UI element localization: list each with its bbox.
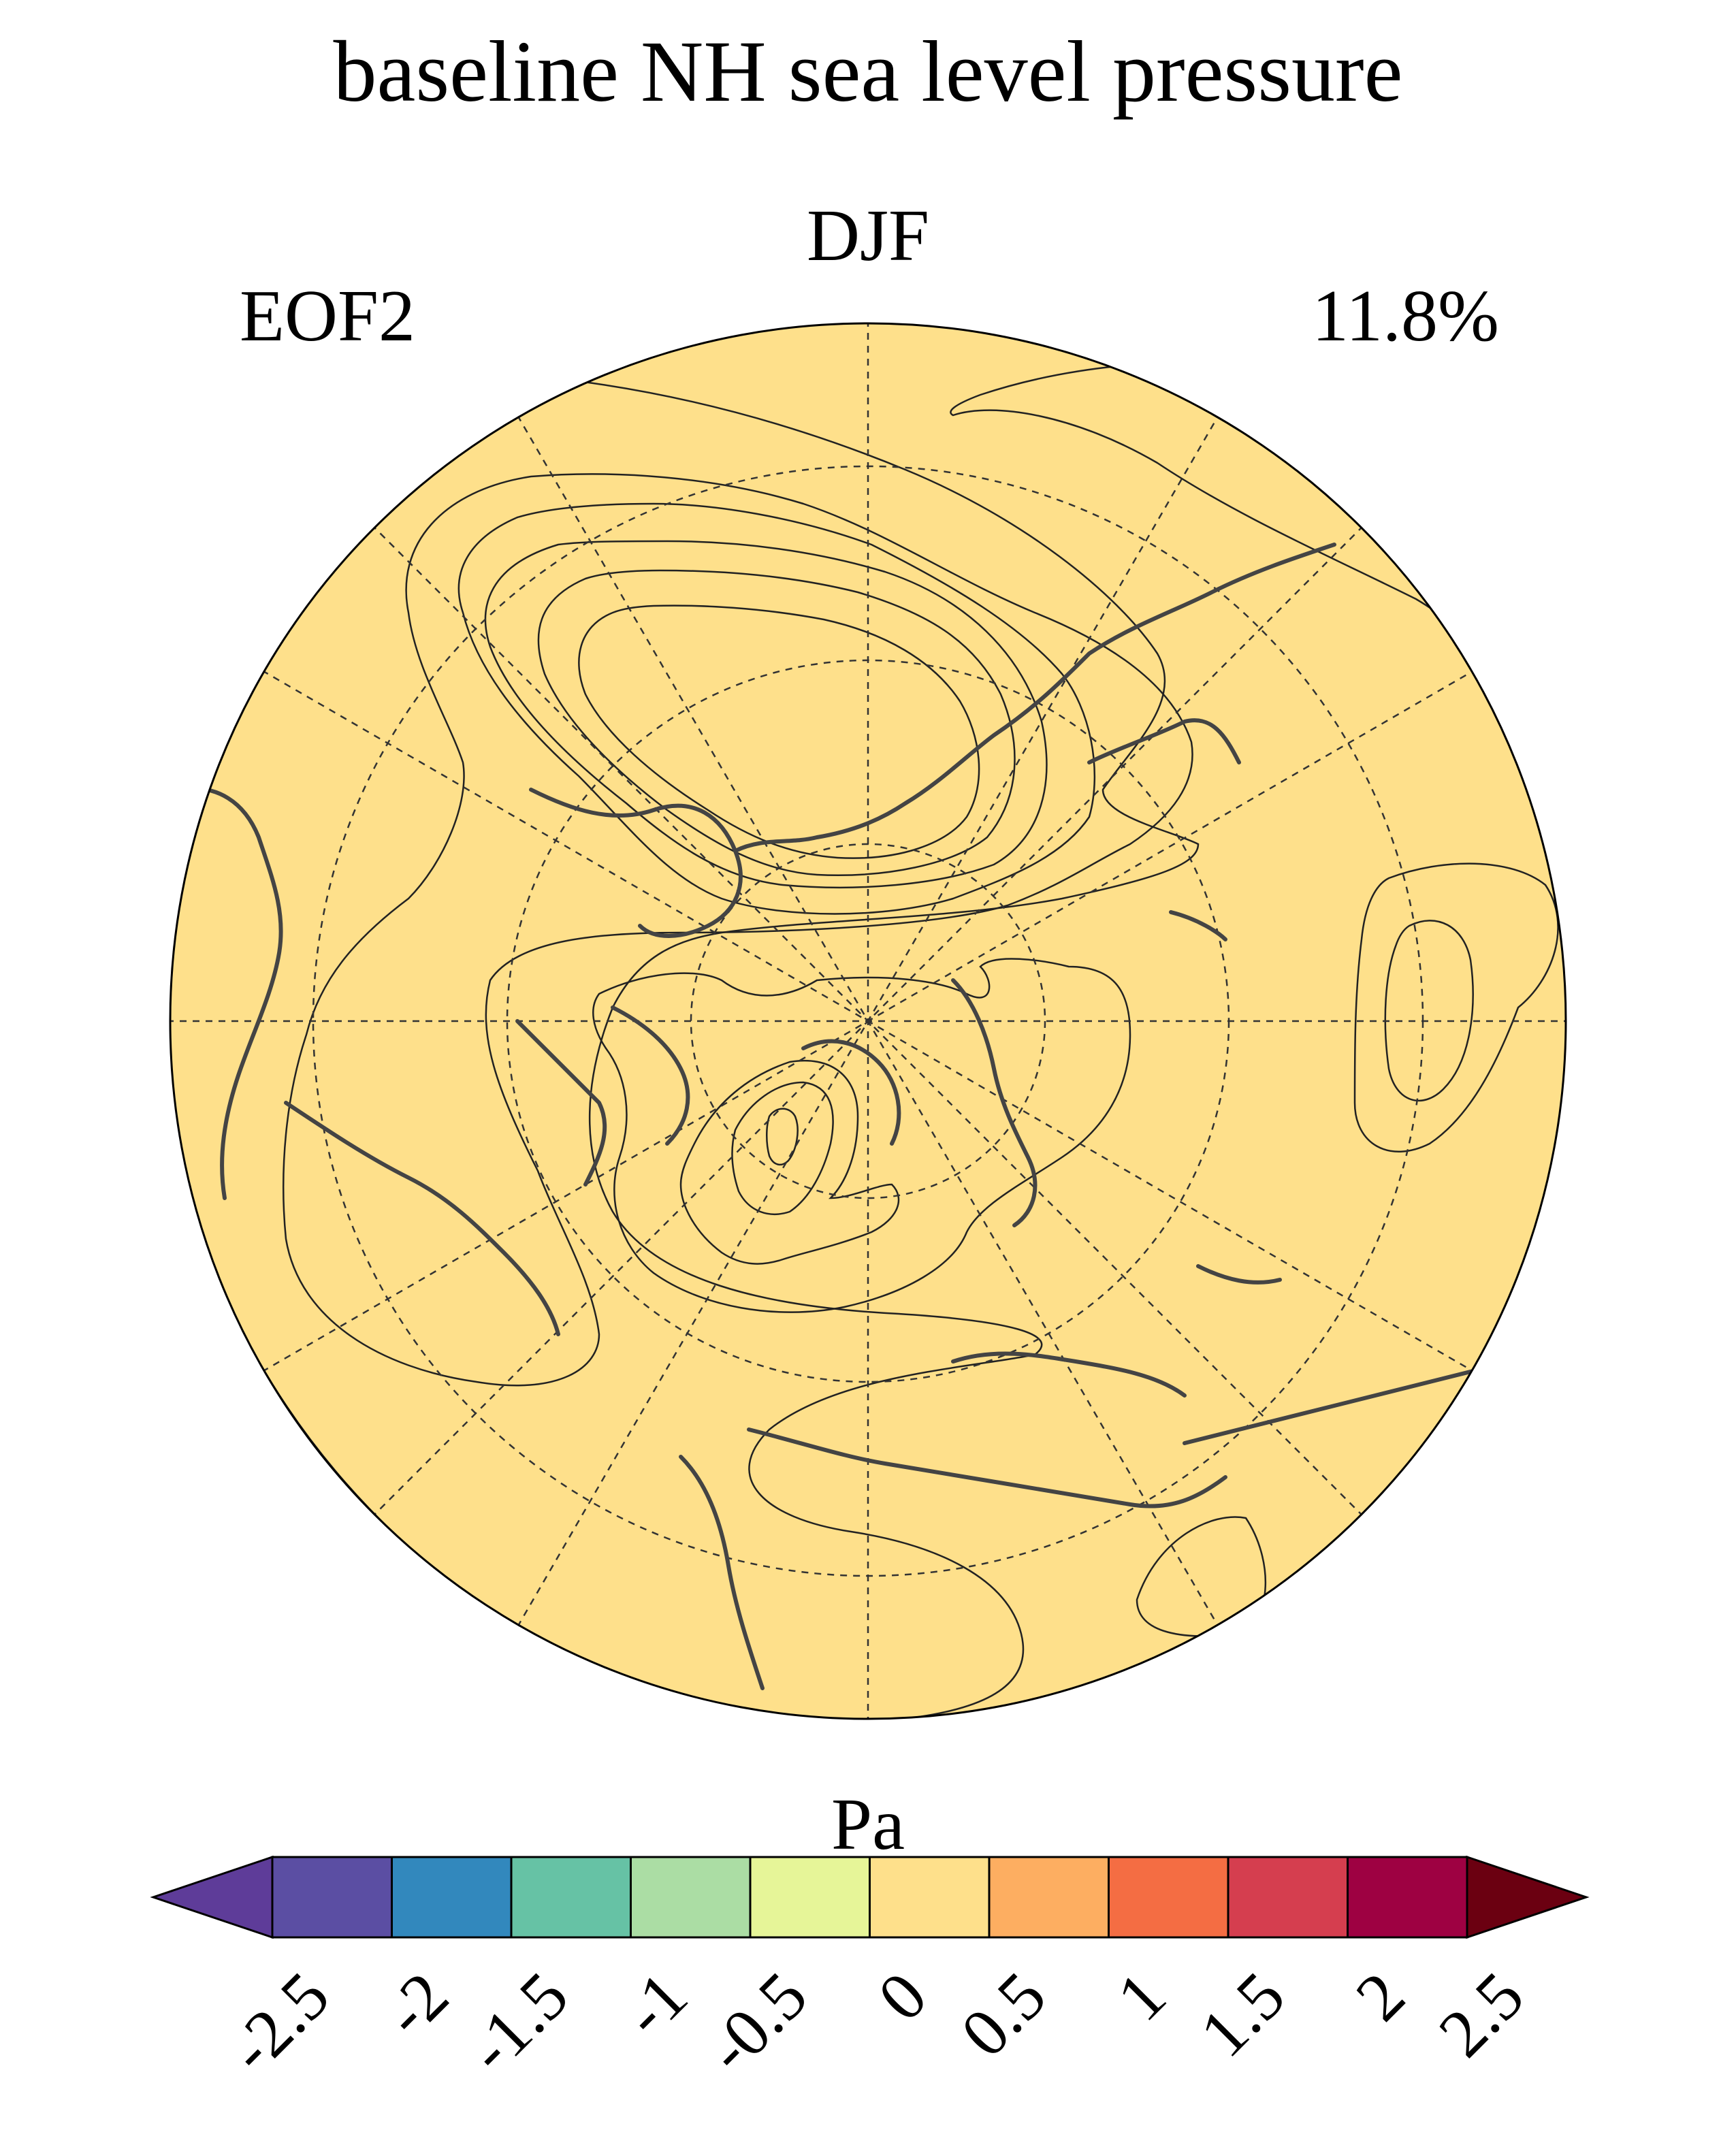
contour-region-pos05-asia [1353, 862, 1559, 1152]
contour-region-neg15 [484, 540, 1048, 888]
eof-label: EOF2 [240, 276, 416, 357]
contour-region-neg05 [283, 473, 1193, 1387]
colorbar-bin [271, 1856, 393, 1939]
contour-region-neg2 [537, 569, 1016, 876]
graticule [170, 323, 1566, 1719]
season-label: DJF [806, 195, 930, 276]
contour-region-neg0-b [1136, 1516, 1267, 1637]
contour-region-neg1 [457, 502, 1096, 915]
coastlines [175, 543, 1527, 1690]
colorbar-bin [1347, 1856, 1468, 1939]
contour-region-pos15-atl [731, 1081, 834, 1215]
colorbar-bin [749, 1856, 871, 1939]
contour-region-pos05-atl [592, 958, 1131, 1313]
colorbar-bin [391, 1856, 513, 1939]
colorbar-arrow-high [1466, 1855, 1590, 1939]
colorbar-units: Pa [831, 1784, 905, 1865]
contour-region-neg25 [578, 604, 980, 859]
contour-region-pos1-atl [679, 1059, 900, 1265]
colorbar-bin [510, 1856, 632, 1939]
colorbar-bin [1227, 1856, 1349, 1939]
variance-label: 11.8% [1312, 276, 1499, 357]
contour-region-pos1-asia [1384, 920, 1474, 1101]
chart-title: baseline NH sea level pressure [333, 23, 1403, 120]
colorbar-bin [1108, 1856, 1229, 1939]
colorbar-bin [988, 1856, 1110, 1939]
colorbar [150, 1855, 1590, 1939]
contour-region-pos2-atl [766, 1108, 799, 1166]
map-boundary [169, 322, 1567, 1720]
colorbar-bin [630, 1856, 752, 1939]
